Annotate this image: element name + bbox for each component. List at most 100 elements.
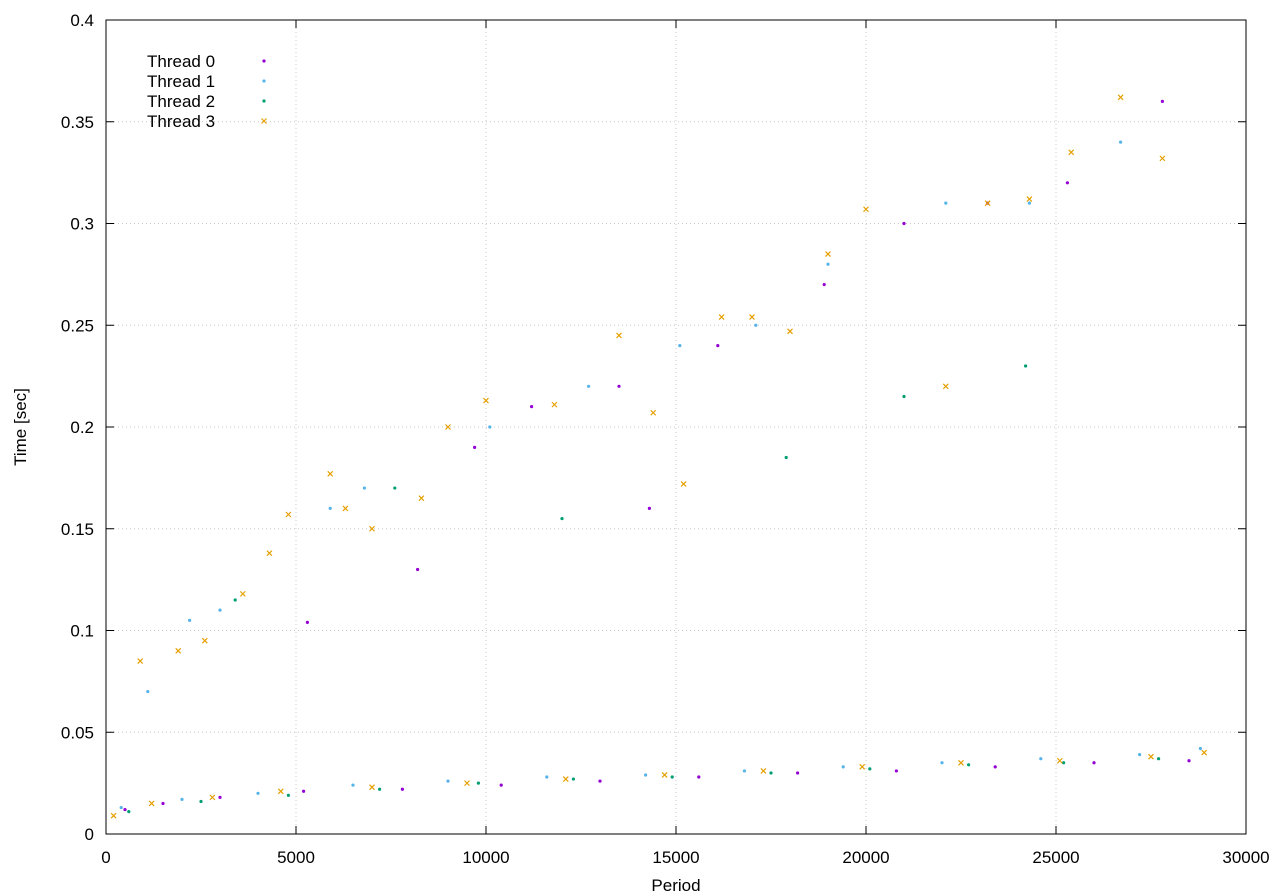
data-point <box>742 769 747 773</box>
data-point <box>661 772 668 778</box>
data-point <box>342 505 349 512</box>
data-point <box>749 314 755 321</box>
y-tick-label: 0.25 <box>61 316 94 335</box>
y-axis-title: Time [sec] <box>11 388 30 466</box>
y-tick-label: 0.1 <box>70 622 94 641</box>
data-point <box>670 775 674 779</box>
data-point <box>1027 201 1031 205</box>
data-point <box>328 506 332 510</box>
data-point <box>902 394 906 399</box>
data-point <box>446 779 450 783</box>
data-point <box>784 455 788 460</box>
data-point <box>1117 94 1124 101</box>
data-point <box>400 787 404 791</box>
data-point <box>256 791 260 795</box>
data-point <box>647 506 652 510</box>
data-point <box>1138 753 1142 757</box>
data-point <box>418 495 425 502</box>
y-tick-label: 0.3 <box>70 215 94 234</box>
data-point <box>868 767 872 771</box>
data-point <box>369 784 375 791</box>
axis-ticks: 0 5000 10000 15000 20000 25000 30000 0 0.05 0.1 0.… <box>61 11 1270 867</box>
data-point <box>894 769 899 773</box>
legend-label: Thread 3 <box>147 112 215 131</box>
data-point <box>616 332 622 339</box>
data-point <box>473 445 477 449</box>
x-tick-label: 15000 <box>652 848 699 867</box>
data-point <box>822 282 826 287</box>
data-point <box>644 773 648 777</box>
data-point <box>787 328 793 335</box>
data-point <box>825 251 831 257</box>
data-point <box>305 620 309 624</box>
y-tick-label: 0.2 <box>70 418 94 437</box>
data-point <box>902 221 906 226</box>
data-points <box>110 94 1208 819</box>
data-point <box>796 771 800 775</box>
data-point <box>1068 149 1075 156</box>
legend-label: Thread 1 <box>147 72 215 91</box>
data-point <box>1187 759 1191 763</box>
data-point <box>209 794 216 801</box>
data-point <box>551 401 558 408</box>
data-point <box>161 801 165 806</box>
grid-lines <box>106 20 1246 834</box>
x-tick-label: 0 <box>101 848 110 867</box>
data-point <box>148 800 155 807</box>
data-point <box>754 323 758 327</box>
legend-marker <box>262 99 266 103</box>
data-point <box>1056 757 1063 764</box>
y-tick-label: 0.15 <box>61 520 94 539</box>
data-point <box>571 777 576 781</box>
data-point <box>123 807 127 812</box>
x-axis-title: Period <box>651 876 700 895</box>
data-point <box>650 409 657 416</box>
series-0 <box>123 99 1191 812</box>
data-point <box>859 763 866 770</box>
series-2 <box>127 364 1161 814</box>
data-point <box>488 425 492 429</box>
data-point <box>1159 155 1166 162</box>
data-point <box>218 795 222 799</box>
x-tick-label: 20000 <box>842 848 889 867</box>
data-point <box>351 783 355 787</box>
data-point <box>545 775 549 779</box>
y-tick-label: 0.4 <box>70 11 94 30</box>
data-point <box>993 765 997 769</box>
data-point <box>863 206 869 213</box>
data-point <box>587 384 591 388</box>
data-point <box>378 787 382 791</box>
legend-marker <box>262 59 266 63</box>
data-point <box>562 776 569 782</box>
data-point <box>499 783 503 787</box>
data-point <box>1157 757 1161 761</box>
data-point <box>680 481 687 487</box>
data-point <box>416 567 420 572</box>
data-point <box>188 618 192 622</box>
data-point <box>476 781 480 785</box>
data-point <box>841 765 845 769</box>
y-tick-label: 0.05 <box>61 723 94 742</box>
data-point <box>697 775 701 779</box>
data-point <box>1026 196 1033 203</box>
data-point <box>393 486 397 490</box>
data-point <box>530 405 534 409</box>
data-point <box>598 779 602 783</box>
data-point <box>1198 746 1202 751</box>
data-point <box>110 812 117 819</box>
data-point <box>327 470 334 477</box>
x-tick-label: 25000 <box>1032 848 1079 867</box>
data-point <box>1024 364 1028 368</box>
data-point <box>302 789 306 793</box>
data-point <box>266 550 273 557</box>
data-point <box>940 761 944 765</box>
data-point <box>984 200 991 207</box>
data-point <box>760 767 767 774</box>
data-point <box>369 525 375 532</box>
x-tick-label: 10000 <box>462 848 509 867</box>
data-point <box>716 344 720 348</box>
data-point <box>958 759 964 766</box>
data-point <box>119 805 123 810</box>
